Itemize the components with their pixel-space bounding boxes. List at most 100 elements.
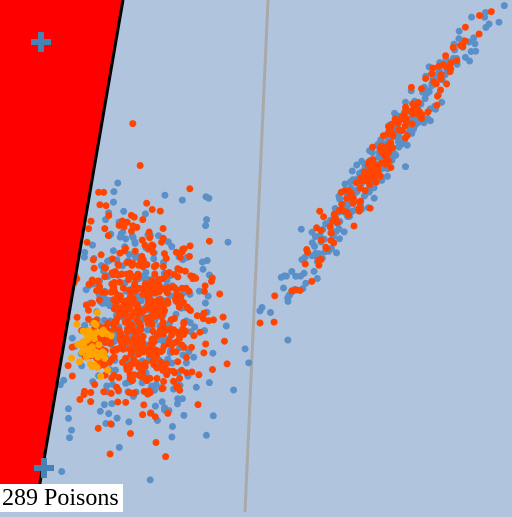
scatter-point xyxy=(191,323,199,331)
scatter-point xyxy=(310,267,318,275)
scatter-point xyxy=(158,398,166,406)
scatter-point xyxy=(280,284,287,292)
scatter-point xyxy=(109,347,117,355)
scatter-point xyxy=(137,257,145,265)
scatter-point xyxy=(288,268,296,275)
scatter-point xyxy=(122,337,130,345)
scatter-point xyxy=(317,227,325,235)
scatter-point xyxy=(105,410,113,418)
scatter-point xyxy=(89,241,96,249)
scatter-point xyxy=(270,318,278,326)
scatter-point xyxy=(178,366,186,374)
scatter-point xyxy=(125,276,133,283)
scatter-point xyxy=(386,125,393,133)
scatter-point xyxy=(395,143,403,151)
scatter-point xyxy=(126,305,134,313)
scatter-point xyxy=(125,286,133,294)
scatter-point xyxy=(78,338,86,346)
scatter-point xyxy=(377,172,384,180)
scatter-point xyxy=(148,206,156,213)
scatter-point xyxy=(139,411,147,419)
scatter-point xyxy=(143,326,151,334)
scatter-point xyxy=(353,161,361,169)
scatter-point xyxy=(130,389,138,397)
scatter-point xyxy=(114,398,122,406)
scatter-point xyxy=(468,13,476,21)
scatter-point xyxy=(171,369,178,377)
scatter-point xyxy=(402,163,409,171)
scatter-point xyxy=(198,258,206,266)
scatter-point xyxy=(222,322,230,330)
scatter-point xyxy=(108,280,116,288)
scatter-point xyxy=(192,383,200,391)
scatter-point xyxy=(437,86,444,94)
scatter-point xyxy=(65,414,72,422)
scatter-point xyxy=(284,297,292,305)
scatter-point xyxy=(204,292,212,300)
scatter-point xyxy=(375,153,382,161)
scatter-point xyxy=(158,364,166,372)
scatter-point xyxy=(127,211,135,219)
scatter-point xyxy=(461,53,469,61)
scatter-point xyxy=(110,198,117,206)
scatter-point xyxy=(114,179,122,187)
scatter-point xyxy=(424,108,432,116)
scatter-point xyxy=(186,242,194,250)
scatter-point xyxy=(174,358,182,366)
scatter-point xyxy=(192,274,200,282)
scatter-point xyxy=(176,374,184,382)
scatter-point xyxy=(163,272,171,280)
scatter-point xyxy=(202,222,210,230)
scatter-point xyxy=(141,210,149,218)
scatter-point xyxy=(343,201,351,209)
scatter-point xyxy=(190,353,198,361)
scatter-point xyxy=(327,229,335,237)
scatter-point xyxy=(102,288,109,296)
scatter-point xyxy=(109,247,117,255)
scatter-point xyxy=(301,260,309,268)
scatter-point xyxy=(68,372,76,380)
scatter-point xyxy=(129,120,137,128)
scatter-point xyxy=(96,201,104,209)
scatter-point xyxy=(408,120,416,128)
scatter-point xyxy=(162,254,170,262)
scatter-point xyxy=(340,228,348,236)
scatter-point xyxy=(209,412,217,420)
scatter-point xyxy=(174,328,182,336)
scatter-point xyxy=(145,228,153,236)
plus-marker-bottom[interactable] xyxy=(34,458,54,478)
scatter-point xyxy=(201,282,209,290)
scatter-point xyxy=(94,277,102,285)
scatter-point xyxy=(176,253,184,261)
scatter-point xyxy=(428,70,436,78)
plus-marker-top[interactable] xyxy=(31,32,51,52)
scatter-point xyxy=(123,328,131,336)
scatter-point xyxy=(110,188,118,196)
scatter-point xyxy=(119,345,127,353)
scatter-point xyxy=(371,172,379,180)
scatter-point xyxy=(95,188,103,196)
scatter-point xyxy=(241,345,249,353)
scatter-point xyxy=(94,309,101,317)
scatter-point xyxy=(159,263,167,271)
scatter-point xyxy=(119,284,127,292)
scatter-point xyxy=(401,134,409,142)
scatter-point xyxy=(282,272,290,280)
scatter-point xyxy=(142,281,150,289)
boundary-line xyxy=(33,0,125,513)
scatter-point xyxy=(103,382,111,390)
scatter-point xyxy=(313,275,321,282)
scatter-point xyxy=(333,249,340,257)
scatter-point xyxy=(361,187,369,195)
scatter-point xyxy=(407,83,415,91)
scatter-point xyxy=(172,297,180,305)
scatter-point xyxy=(155,276,163,284)
scatter-point xyxy=(142,269,150,276)
scatter-point xyxy=(138,236,146,244)
scatter-point xyxy=(336,235,343,243)
scatter-point xyxy=(136,337,144,345)
scatter-point xyxy=(172,338,180,346)
scatter-point xyxy=(146,389,154,397)
